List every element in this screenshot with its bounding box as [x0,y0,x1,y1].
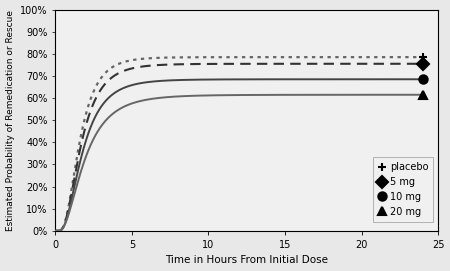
Y-axis label: Estimated Probability of Remedication or Rescue: Estimated Probability of Remedication or… [5,10,14,231]
Legend: placebo, 5 mg, 10 mg, 20 mg: placebo, 5 mg, 10 mg, 20 mg [374,157,433,222]
X-axis label: Time in Hours From Initial Dose: Time in Hours From Initial Dose [165,256,328,265]
